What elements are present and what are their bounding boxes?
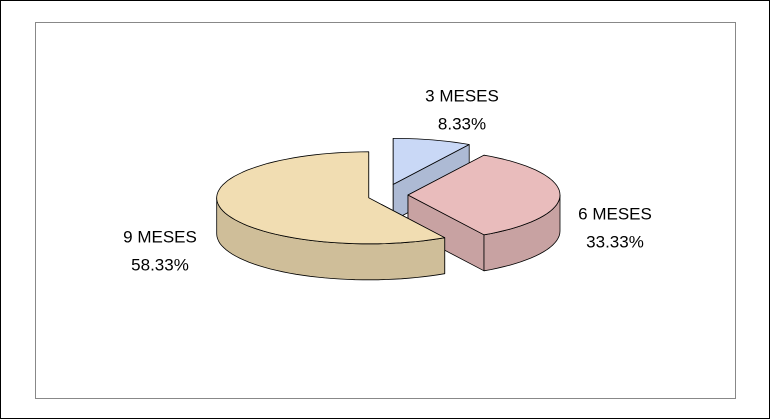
slice-value-label: 58.33% xyxy=(131,255,189,274)
slice-top xyxy=(407,154,561,236)
slice-top xyxy=(216,151,446,245)
slice-label: 6 MESES xyxy=(578,204,652,223)
slice-value-label: 8.33% xyxy=(438,114,486,133)
slice-label: 3 MESES xyxy=(425,86,499,105)
slice-value-label: 33.33% xyxy=(586,232,644,251)
slice-top xyxy=(392,138,470,185)
slice-label: 9 MESES xyxy=(123,227,197,246)
